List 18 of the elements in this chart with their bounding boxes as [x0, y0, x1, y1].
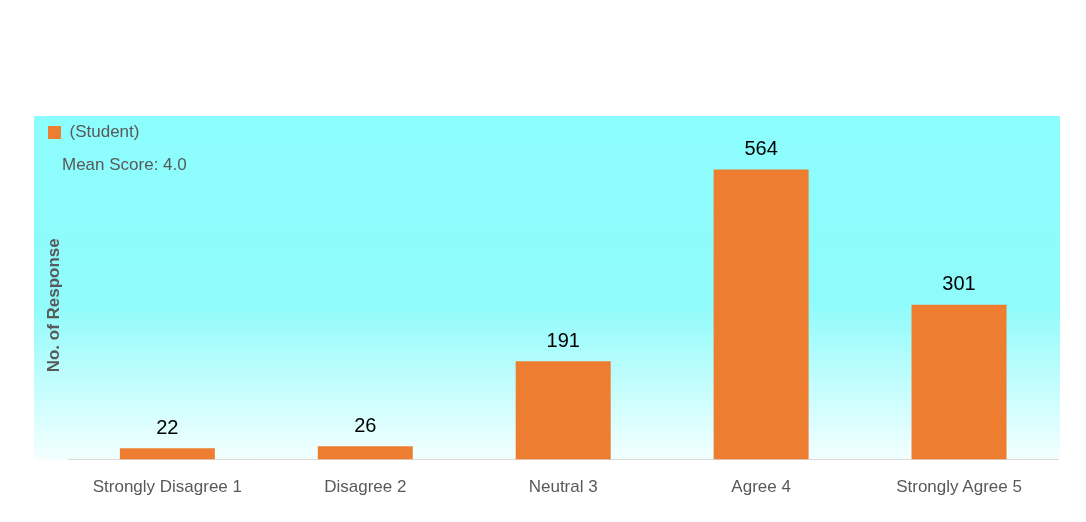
x-tick-label: Strongly Agree 5: [896, 477, 1022, 497]
data-label: 191: [546, 328, 580, 351]
annotation: Mean Score: 4.0: [62, 155, 187, 175]
x-tick-label: Disagree 2: [324, 477, 407, 497]
bar: [713, 169, 809, 460]
bar: [317, 446, 413, 460]
y-axis-title: No. of Response: [43, 238, 63, 373]
x-tick-label: Strongly Disagree 1: [92, 477, 243, 497]
bar: [119, 448, 215, 460]
x-tick-label: Agree 4: [731, 477, 791, 497]
bar: [911, 304, 1007, 460]
data-label: 22: [156, 415, 179, 438]
bar: [515, 361, 611, 460]
data-label: 26: [354, 413, 377, 436]
data-label: 301: [942, 272, 976, 295]
x-tick-label: Neutral 3: [528, 477, 598, 497]
data-label: 564: [744, 137, 778, 160]
legend-label: (Student): [69, 122, 140, 142]
